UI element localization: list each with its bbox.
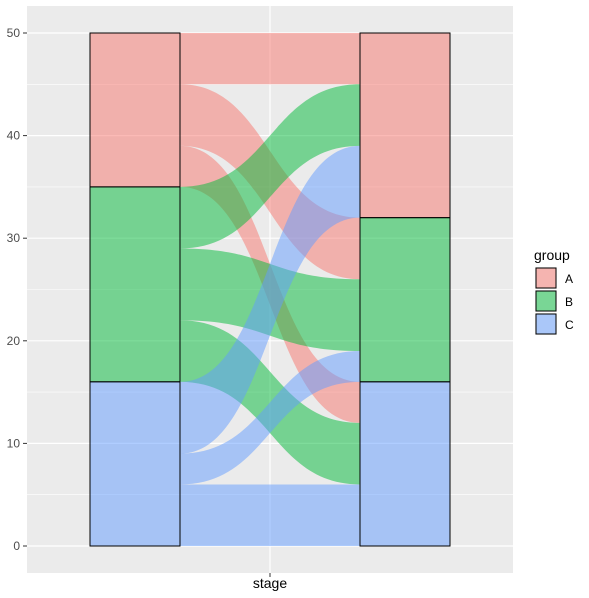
stratum-right-C [359,381,451,547]
stratum-right-B [359,217,451,383]
y-tick-label: 10 [7,436,21,450]
flow-C-to-A [180,145,360,454]
flow-A-to-A [180,33,360,85]
y-tick-label: 0 [13,539,20,553]
flow-B-to-A [180,84,360,249]
flow-C-to-C [180,484,360,546]
strata [89,32,451,547]
y-tick-label: 40 [7,129,21,143]
flow-C-to-B [180,351,360,485]
stratum-left-C [89,381,181,547]
legend-label-A: A [565,272,573,286]
x-axis-title: stage [253,575,287,591]
legend-swatch-C [535,313,557,335]
legend-swatch-B [535,290,557,312]
y-tick-label: 50 [7,26,21,40]
stratum-left-B [89,186,181,383]
y-tick-label: 30 [7,231,21,245]
legend-swatch-A [535,267,557,289]
axes: 0 10 20 30 40 50 [7,26,271,577]
legend-title: group [534,247,570,263]
stratum-left-A [89,32,181,188]
legend: group ABC [534,247,574,335]
y-tick-label: 20 [7,334,21,348]
legend-label-C: C [565,318,574,332]
legend-label-B: B [565,295,573,309]
flows [180,33,360,546]
stratum-right-A [359,32,451,219]
